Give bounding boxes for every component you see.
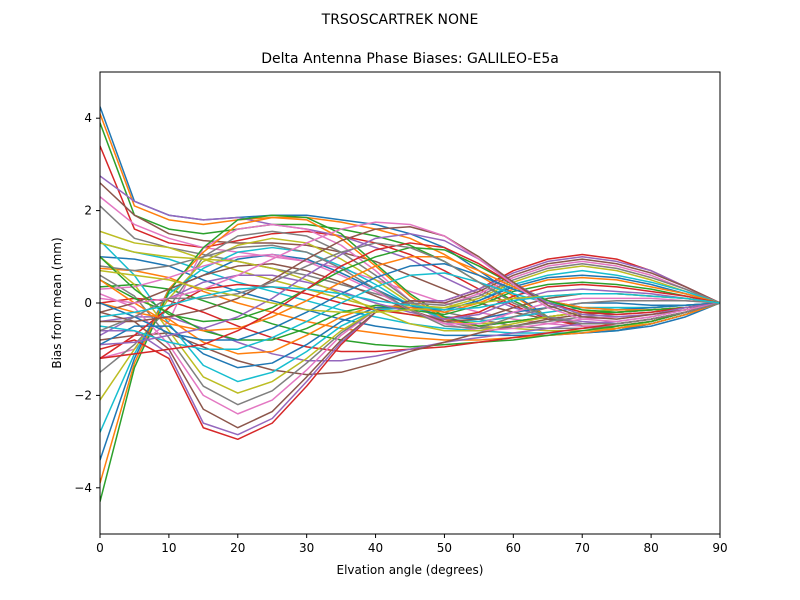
x-tick-label: 70 bbox=[575, 541, 590, 555]
x-axis-label: Elvation angle (degrees) bbox=[337, 563, 484, 577]
figure-suptitle: TRSOSCARTREK NONE bbox=[321, 12, 479, 28]
x-tick-label: 60 bbox=[506, 541, 521, 555]
y-tick-label: −4 bbox=[74, 481, 92, 495]
x-tick-label: 80 bbox=[643, 541, 658, 555]
series-line-s13 bbox=[100, 283, 720, 348]
x-tick-label: 90 bbox=[712, 541, 727, 555]
series-line-s48 bbox=[100, 242, 720, 332]
series-line-s12 bbox=[100, 267, 720, 341]
y-tick-label: −2 bbox=[74, 388, 92, 402]
y-tick-label: 0 bbox=[84, 296, 92, 310]
y-tick-label: 2 bbox=[84, 204, 92, 218]
series-layer bbox=[100, 106, 720, 502]
series-line-s46 bbox=[100, 226, 720, 323]
series-line-s32 bbox=[100, 276, 720, 355]
series-line-s44 bbox=[100, 242, 720, 360]
series-line-s45 bbox=[100, 232, 720, 346]
series-line-s26 bbox=[100, 258, 720, 429]
x-tick-label: 30 bbox=[299, 541, 314, 555]
series-line-s50 bbox=[100, 286, 720, 318]
series-line-s42 bbox=[100, 256, 720, 332]
series-line-s11 bbox=[100, 256, 720, 337]
x-tick-label: 50 bbox=[437, 541, 452, 555]
x-axis: 0 10 20 30 40 50 60 70 80 90 bbox=[96, 534, 728, 555]
chart-title: Delta Antenna Phase Biases: GALILEO-E5a bbox=[261, 51, 559, 67]
y-axis-label: Bias from mean (mm) bbox=[50, 237, 64, 368]
x-tick-label: 0 bbox=[96, 541, 104, 555]
series-line-s28 bbox=[100, 262, 720, 406]
x-tick-label: 20 bbox=[230, 541, 245, 555]
y-tick-label: 4 bbox=[84, 111, 92, 125]
x-tick-label: 10 bbox=[161, 541, 176, 555]
series-line-s40 bbox=[100, 272, 720, 350]
y-axis: −4 −2 0 2 4 bbox=[74, 111, 100, 495]
x-tick-label: 40 bbox=[368, 541, 383, 555]
series-line-s35 bbox=[100, 274, 720, 337]
